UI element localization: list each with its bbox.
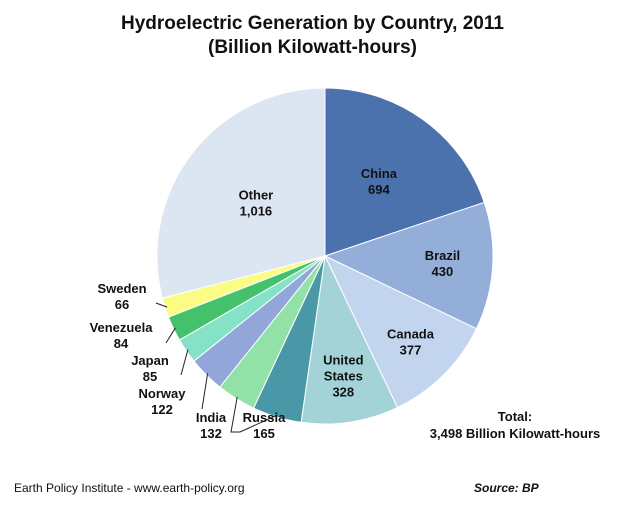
slice-value-canada: 377 <box>400 343 422 358</box>
slice-name-norway: Norway <box>139 386 187 401</box>
leader-line-sweden <box>155 302 168 308</box>
total-annotation: Total: 3,498 Billion Kilowatt-hours <box>415 408 615 442</box>
slice-label-canada: Canada 377 <box>387 327 435 358</box>
slice-label-norway: Norway 122 <box>139 386 187 417</box>
slice-name-sweden: Sweden <box>97 281 146 296</box>
slice-value-venezuela: 84 <box>114 336 129 351</box>
slice-label-india: India 132 <box>196 410 227 441</box>
slice-value-united-states: 328 <box>332 385 354 400</box>
slice-label-united-states: United States 328 <box>323 353 364 400</box>
slice-label-other: Other 1,016 <box>239 188 274 219</box>
chart-title: Hydroelectric Generation by Country, 201… <box>121 13 504 34</box>
leader-line-norway <box>201 373 209 410</box>
slice-labels: China 694 Brazil 430 Canada 377 United States 32… <box>90 166 461 441</box>
slice-label-russia: Russia 165 <box>243 410 286 441</box>
slice-label-japan: Japan 85 <box>131 353 169 384</box>
slice-china <box>324 87 485 257</box>
footer-credit: Earth Policy Institute - www.earth-polic… <box>14 481 245 495</box>
total-value: 3,498 Billion Kilowatt-hours <box>429 426 601 441</box>
slice-value-india: 132 <box>200 426 222 441</box>
slice-value-norway: 122 <box>151 402 173 417</box>
slice-other <box>156 87 326 299</box>
leader-line-india <box>230 396 238 433</box>
slice-value-brazil: 430 <box>432 264 454 279</box>
slice-value-japan: 85 <box>143 369 157 384</box>
slice-value-china: 694 <box>368 182 390 197</box>
slice-name-canada: Canada <box>387 327 435 342</box>
pie-slices <box>156 87 494 425</box>
leader-lines <box>155 302 278 433</box>
slice-brazil <box>323 201 494 330</box>
chart-subtitle: (Billion Kilowatt-hours) <box>208 37 417 58</box>
slice-label-sweden: Sweden 66 <box>97 281 146 312</box>
leader-line-venezuela <box>165 327 176 344</box>
slice-value-russia: 165 <box>253 426 275 441</box>
slice-value-sweden: 66 <box>115 297 129 312</box>
slice-name-china: China <box>361 166 398 181</box>
slice-name-japan: Japan <box>131 353 169 368</box>
total-label: Total: <box>497 409 533 424</box>
slice-name-other: Other <box>239 188 274 203</box>
slice-name-russia: Russia <box>243 410 286 425</box>
slice-value-other: 1,016 <box>240 204 273 219</box>
slice-label-brazil: Brazil 430 <box>425 248 460 279</box>
slice-name-united-states: States <box>324 369 363 384</box>
slice-united-states <box>300 254 399 425</box>
slice-name-venezuela: Venezuela <box>90 320 154 335</box>
slice-canada <box>323 254 478 409</box>
footer-source: Source: BP <box>474 481 539 495</box>
slice-label-china: China 694 <box>361 166 398 197</box>
slice-name-united-states: United <box>323 353 364 368</box>
slice-name-brazil: Brazil <box>425 248 460 263</box>
leader-line-japan <box>180 349 189 376</box>
slice-name-india: India <box>196 410 227 425</box>
slice-label-venezuela: Venezuela 84 <box>90 320 154 351</box>
